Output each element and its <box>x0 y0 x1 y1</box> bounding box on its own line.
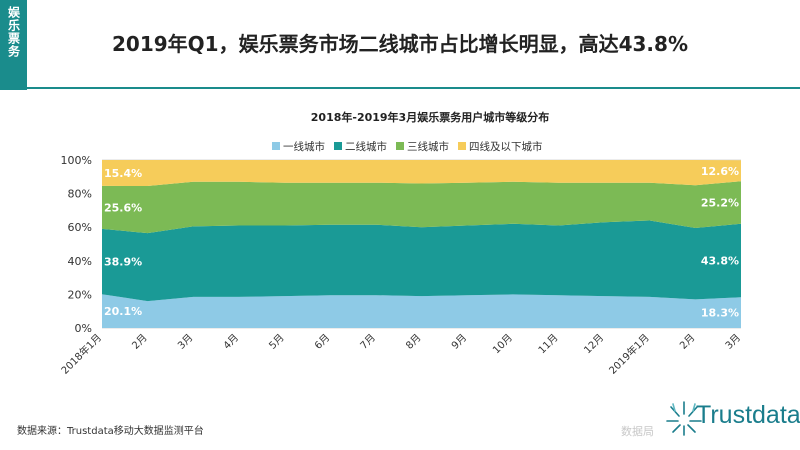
page-title: 2019年Q1，娱乐票务市场二线城市占比增长明显，高达43.8% <box>112 32 688 56</box>
y-tick-label: 60% <box>68 221 92 234</box>
legend-swatch <box>458 142 466 150</box>
legend-swatch <box>272 142 280 150</box>
y-tick-label: 20% <box>68 288 92 301</box>
x-tick-label: 6月 <box>312 332 332 352</box>
x-tick-label: 3月 <box>723 332 743 352</box>
chart-areas <box>102 160 741 328</box>
x-tick-label: 2018年1月 <box>58 331 104 377</box>
area-series-3 <box>102 181 741 234</box>
area-series-4 <box>102 160 741 186</box>
y-tick-label: 0% <box>75 322 92 335</box>
legend-swatch <box>334 142 342 150</box>
section-tag-label: 娱乐票务 <box>6 6 21 58</box>
legend-swatch <box>396 142 404 150</box>
data-label: 15.4% <box>104 167 142 180</box>
y-tick-label: 100% <box>61 154 92 167</box>
logo-wordmark: Trustdata <box>696 401 800 429</box>
legend-label: 二线城市 <box>345 140 387 153</box>
x-tick-label: 5月 <box>267 332 287 352</box>
x-axis: 2018年1月 2月 3月 4月 5月 6月 7月 8月 9月 10月 11月 12月 2019年1月 2… <box>58 331 743 377</box>
data-label: 20.1% <box>104 305 142 318</box>
x-tick-label: 3月 <box>175 332 195 352</box>
legend-label: 四线及以下城市 <box>469 140 543 153</box>
watermark-text: 数据局 <box>621 425 654 438</box>
y-tick-label: 80% <box>68 188 92 201</box>
chart-legend: 一线城市 二线城市 三线城市 四线及以下城市 <box>272 140 543 153</box>
data-label: 18.3% <box>701 307 739 320</box>
data-label: 43.8% <box>701 254 739 267</box>
area-series-1 <box>102 294 741 328</box>
x-tick-label: 2019年1月 <box>606 331 652 377</box>
x-tick-label: 12月 <box>582 332 607 357</box>
data-labels: 20.1% 38.9% 25.6% 15.4% 18.3% 43.8% 25.2% 12.6% <box>104 165 739 320</box>
x-tick-label: 11月 <box>536 332 561 357</box>
y-tick-label: 40% <box>68 255 92 268</box>
x-tick-label: 4月 <box>221 332 241 352</box>
x-tick-label: 9月 <box>449 332 469 352</box>
header-divider <box>27 87 800 89</box>
legend-label: 三线城市 <box>407 140 449 153</box>
source-note: 数据来源：Trustdata移动大数据监测平台 <box>17 426 204 437</box>
x-tick-label: 8月 <box>404 332 424 352</box>
data-label: 25.2% <box>701 197 739 210</box>
x-tick-label: 10月 <box>490 332 515 357</box>
x-tick-label: 7月 <box>358 332 378 352</box>
x-tick-label: 2月 <box>130 332 150 352</box>
chart-title: 2018年-2019年3月娱乐票务用户城市等级分布 <box>311 110 549 124</box>
data-label: 12.6% <box>701 165 739 178</box>
legend-label: 一线城市 <box>283 140 325 153</box>
data-label: 38.9% <box>104 256 142 269</box>
data-label: 25.6% <box>104 201 142 214</box>
trustdata-logo-icon <box>666 401 702 436</box>
y-axis: 0% 20% 40% 60% 80% 100% <box>61 154 92 335</box>
section-tag: 娱乐票务 <box>0 0 27 90</box>
x-tick-label: 2月 <box>677 332 697 352</box>
area-series-2 <box>102 220 741 302</box>
